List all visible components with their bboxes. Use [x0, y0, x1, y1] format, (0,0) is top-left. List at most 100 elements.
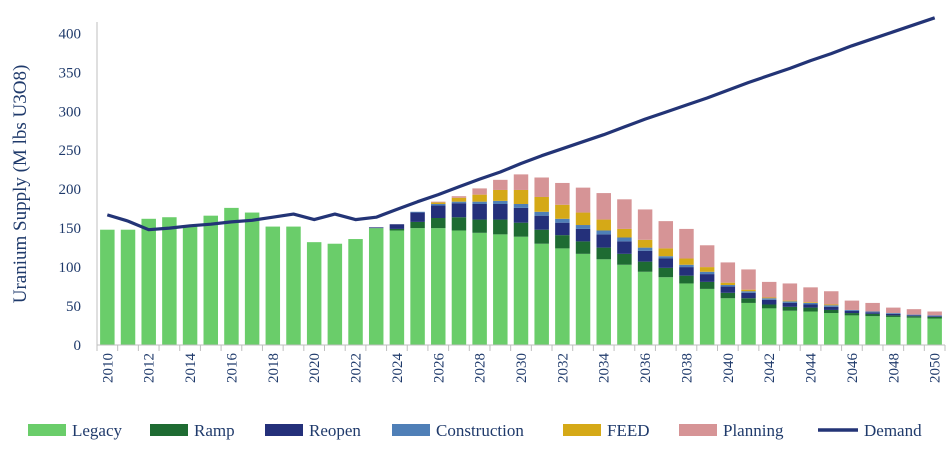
bar-ramp-2045: [824, 309, 839, 314]
bar-reopen-2046: [844, 310, 860, 314]
bar-feed-2026: [431, 202, 446, 204]
x-tick-label: 2046: [845, 353, 861, 384]
bar-ramp-2024: [389, 228, 405, 231]
bar-feed-2032: [555, 204, 570, 219]
bar-reopen-2048: [886, 313, 901, 316]
bar-ramp-2028: [472, 219, 487, 233]
bar-legacy-2014: [182, 226, 198, 345]
bar-planning-2045: [824, 291, 839, 305]
bar-planning-2044: [803, 287, 818, 303]
bar-construction-2044: [803, 302, 818, 305]
bar-legacy-2010: [100, 229, 115, 345]
bar-construction-2025: [410, 211, 425, 213]
legend-label-ramp: Ramp: [194, 421, 235, 440]
bar-construction-2034: [596, 230, 611, 235]
bar-construction-2041: [741, 291, 756, 293]
bar-feed-2043: [782, 300, 798, 302]
bar-feed-2034: [596, 219, 611, 231]
bar-reopen-2042: [761, 299, 777, 305]
y-tick-label: 150: [59, 221, 82, 237]
bar-reopen-2034: [596, 234, 611, 248]
x-tick-label: 2024: [390, 353, 406, 384]
bar-construction-2045: [824, 305, 839, 307]
bar-ramp-2049: [906, 316, 922, 318]
bar-feed-2033: [575, 212, 591, 226]
bar-feed-2030: [513, 189, 529, 204]
bar-ramp-2033: [575, 241, 591, 254]
bar-construction-2039: [699, 271, 715, 275]
bar-planning-2049: [906, 309, 922, 315]
bar-feed-2041: [741, 289, 756, 292]
bar-planning-2028: [472, 188, 487, 195]
bar-legacy-2035: [617, 264, 632, 345]
legend-label-planning: Planning: [723, 421, 784, 440]
bar-legacy-2039: [699, 288, 715, 345]
x-tick-label: 2014: [183, 353, 199, 384]
bar-legacy-2024: [389, 230, 405, 345]
x-tick-label: 2036: [638, 353, 654, 384]
bar-reopen-2032: [555, 222, 570, 236]
bar-legacy-2031: [534, 243, 549, 345]
x-tick-label: 2020: [307, 353, 323, 383]
bar-construction-2030: [513, 203, 529, 208]
bar-legacy-2020: [306, 242, 322, 345]
bar-planning-2033: [575, 187, 591, 213]
bar-reopen-2031: [534, 215, 549, 230]
legend-swatch-legacy: [28, 424, 66, 436]
bar-feed-2039: [699, 267, 715, 272]
bar-feed-2028: [472, 194, 487, 202]
bar-legacy-2037: [658, 277, 674, 345]
x-tick-label: 2034: [597, 353, 613, 384]
x-tick-label: 2044: [804, 353, 820, 384]
bar-construction-2036: [637, 247, 653, 251]
bar-planning-2040: [720, 262, 736, 283]
bar-ramp-2044: [803, 307, 818, 312]
bar-legacy-2048: [886, 316, 901, 345]
bar-ramp-2030: [513, 222, 529, 237]
bar-planning-2048: [886, 307, 901, 314]
bar-construction-2033: [575, 225, 591, 229]
bar-legacy-2036: [637, 271, 653, 345]
bar-legacy-2023: [368, 228, 384, 345]
bar-legacy-2046: [844, 315, 860, 345]
bar-reopen-2024: [389, 224, 405, 229]
bar-construction-2031: [534, 211, 549, 216]
bar-ramp-2026: [431, 218, 446, 229]
bar-ramp-2041: [741, 298, 756, 303]
legend-swatch-construction: [392, 424, 430, 436]
bar-reopen-2026: [431, 205, 446, 219]
bar-construction-2050: [927, 315, 942, 317]
bar-legacy-2044: [803, 311, 818, 345]
bar-reopen-2041: [741, 292, 756, 299]
bar-construction-2026: [431, 203, 446, 206]
bar-construction-2042: [761, 298, 777, 300]
bar-construction-2046: [844, 309, 860, 311]
x-tick-label: 2028: [473, 353, 489, 383]
bar-legacy-2012: [141, 218, 156, 345]
x-tick-label: 2048: [886, 353, 902, 383]
legend-swatch-ramp: [150, 424, 188, 436]
bar-reopen-2039: [699, 274, 715, 282]
bar-construction-2032: [555, 218, 570, 223]
bar-ramp-2038: [679, 275, 694, 284]
bar-legacy-2040: [720, 298, 736, 345]
bar-legacy-2021: [327, 243, 343, 345]
y-tick-label: 300: [59, 104, 82, 120]
x-tick-label: 2012: [142, 353, 158, 383]
x-tick-label: 2032: [555, 353, 571, 383]
bar-ramp-2050: [927, 316, 942, 319]
bar-legacy-2043: [782, 310, 798, 345]
bar-ramp-2047: [865, 313, 880, 317]
bar-reopen-2035: [617, 241, 632, 254]
bar-ramp-2029: [493, 219, 508, 235]
bar-legacy-2028: [472, 232, 487, 345]
bar-reopen-2037: [658, 258, 674, 268]
bar-reopen-2047: [865, 312, 880, 314]
bar-legacy-2017: [244, 212, 260, 345]
bar-reopen-2023: [368, 227, 384, 229]
bar-planning-2036: [637, 209, 653, 240]
bar-feed-2036: [637, 239, 653, 248]
bar-ramp-2035: [617, 253, 632, 265]
bar-legacy-2042: [761, 308, 777, 345]
bar-planning-2026: [431, 201, 446, 203]
